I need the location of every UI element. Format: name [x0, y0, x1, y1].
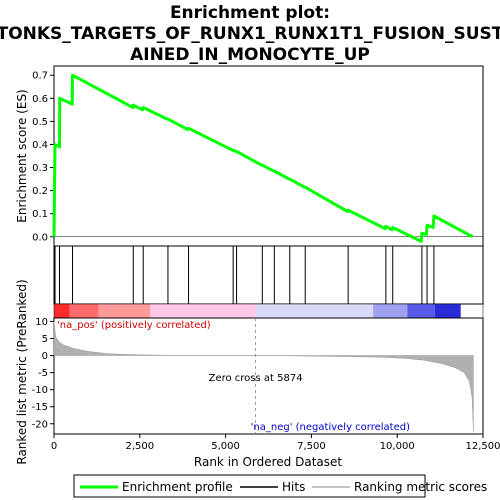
es-y-tick-label: 0.0 — [32, 232, 48, 243]
rank-heatmap-bar — [53, 303, 484, 319]
metric-y-tick-label: 5 — [42, 334, 48, 345]
metric-y-axis-label: Ranked list metric (PreRanked) — [15, 279, 29, 464]
x-tick-label: 2,500 — [125, 441, 154, 452]
metric-y-tick-label: 10 — [35, 317, 48, 328]
heatmap-segment — [98, 304, 151, 318]
heatmap-segment — [255, 304, 374, 318]
legend: Enrichment profile Hits Ranking metric s… — [73, 474, 487, 498]
es-panel-frame — [53, 65, 484, 247]
es-y-axis-label: Enrichment score (ES) — [15, 89, 29, 222]
title-line-3: AINED_IN_MONOCYTE_UP — [130, 45, 370, 65]
legend-frame — [73, 474, 426, 498]
metric-y-tick-label: -15 — [32, 402, 48, 413]
heatmap-segment — [54, 304, 70, 318]
x-tick-label: 10,000 — [380, 441, 415, 452]
es-y-tick-label: 0.6 — [32, 94, 48, 105]
metric-panel-frame — [53, 317, 484, 435]
x-tick-label: 7,500 — [297, 441, 326, 452]
pos-correlated-label: 'na_pos' (positively correlated) — [57, 320, 211, 331]
hit-marks — [54, 246, 435, 304]
legend-hits-label: Hits — [282, 480, 305, 494]
title-line-1: Enrichment plot: — [170, 3, 330, 23]
es-y-tick-label: 0.4 — [32, 140, 48, 151]
es-y-tick-label: 0.3 — [32, 163, 48, 174]
hits-panel — [53, 245, 484, 305]
title-line-2: TONKS_TARGETS_OF_RUNX1_RUNX1T1_FUSION_SU… — [0, 24, 500, 44]
heatmap-segment — [434, 304, 461, 318]
x-tick-label: 12,500 — [466, 441, 500, 452]
es-y-tick-label: 0.2 — [32, 186, 48, 197]
heatmap-segment — [373, 304, 408, 318]
heatmap-segment — [69, 304, 99, 318]
heatmap-segment — [150, 304, 256, 318]
enrichment-profile-line — [52, 73, 474, 243]
heatmap-segment — [407, 304, 435, 318]
legend-metric-label: Ranking metric scores — [354, 480, 487, 494]
ranking-metric-area — [53, 321, 474, 433]
metric-y-tick-label: -20 — [32, 419, 48, 430]
x-axis-label: Rank in Ordered Dataset — [194, 455, 342, 469]
es-y-ticks: 0.0 0.1 0.2 0.3 0.4 0.5 0.6 0.7 — [32, 71, 54, 243]
zero-cross-label: Zero cross at 5874 — [209, 373, 303, 384]
metric-panel: 10 5 0 -5 -10 -15 -20 'na_pos' (positively cor… — [15, 279, 484, 465]
metric-y-tick-label: 0 — [42, 351, 48, 362]
es-y-tick-label: 0.7 — [32, 71, 48, 82]
metric-y-tick-label: -5 — [38, 368, 48, 379]
es-panel: 0.0 0.1 0.2 0.3 0.4 0.5 0.6 0.7 Enrichment scor… — [15, 65, 484, 247]
es-y-tick-label: 0.1 — [32, 209, 48, 220]
neg-correlated-label: 'na_neg' (negatively correlated) — [251, 422, 410, 433]
metric-y-ticks: 10 5 0 -5 -10 -15 -20 — [32, 317, 54, 430]
legend-enrichment-label: Enrichment profile — [122, 480, 233, 494]
metric-y-tick-label: -10 — [32, 385, 48, 396]
es-y-tick-label: 0.5 — [32, 117, 48, 128]
x-tick-label: 0 — [51, 441, 57, 452]
x-axis-ticks: 0 2,500 5,000 7,500 10,000 12,500 — [51, 434, 500, 452]
hits-panel-frame — [53, 245, 484, 305]
x-tick-label: 5,000 — [211, 441, 240, 452]
